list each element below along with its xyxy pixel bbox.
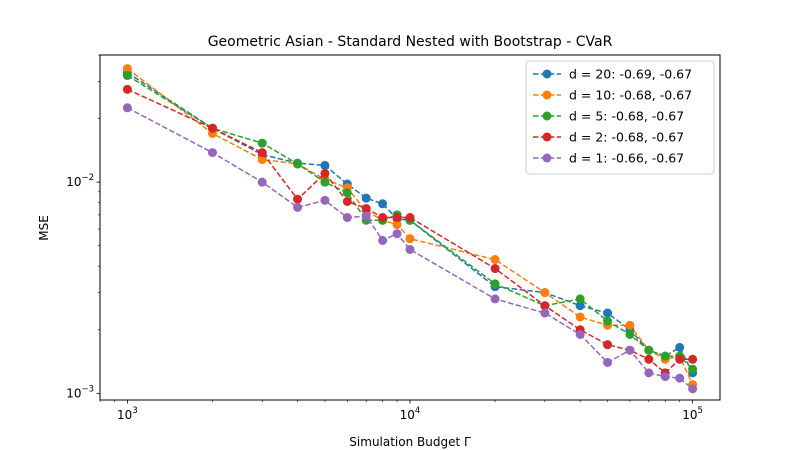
data-point <box>342 196 352 206</box>
legend-marker <box>542 69 552 79</box>
data-point <box>293 194 303 204</box>
data-point <box>207 123 217 133</box>
data-point <box>625 320 635 330</box>
y-tick-label: 10−3 <box>66 384 94 400</box>
legend-label: d = 10: -0.68, -0.67 <box>569 88 692 103</box>
data-point <box>688 364 698 374</box>
data-point <box>603 308 613 318</box>
data-point <box>392 229 402 239</box>
x-tick-label: 105 <box>682 406 703 422</box>
data-point <box>603 316 613 326</box>
data-point <box>293 159 303 169</box>
data-point <box>122 70 132 80</box>
data-point <box>675 342 685 352</box>
data-point <box>257 177 267 187</box>
data-point <box>625 345 635 355</box>
legend-item: d = 1: -0.66, -0.67 <box>533 151 684 166</box>
data-point <box>378 199 388 209</box>
data-point <box>361 204 371 214</box>
legend-marker <box>542 132 552 142</box>
x-axis-label: Simulation Budget Γ <box>349 435 471 449</box>
data-point <box>257 138 267 148</box>
data-point <box>122 103 132 113</box>
legend: d = 20: -0.69, -0.67 d = 10: -0.68, -0.67… <box>525 60 715 175</box>
legend-label: d = 1: -0.66, -0.67 <box>569 151 684 166</box>
data-point <box>320 177 330 187</box>
legend-item: d = 2: -0.68, -0.67 <box>533 130 684 145</box>
x-tick-label: 104 <box>400 406 421 422</box>
plot-area <box>122 64 698 394</box>
data-point <box>490 264 500 274</box>
data-point <box>405 244 415 254</box>
data-point <box>644 345 654 355</box>
data-point <box>675 354 685 364</box>
chart-title: Geometric Asian - Standard Nested with B… <box>208 34 613 50</box>
data-point <box>320 168 330 178</box>
legend-item: d = 10: -0.68, -0.67 <box>533 88 692 103</box>
data-point <box>575 294 585 304</box>
data-point <box>575 329 585 339</box>
data-point <box>207 148 217 158</box>
data-point <box>405 213 415 223</box>
data-point <box>405 234 415 244</box>
data-point <box>257 148 267 158</box>
data-point <box>293 202 303 212</box>
legend-box <box>525 60 715 175</box>
data-point <box>660 351 670 361</box>
legend-label: d = 2: -0.68, -0.67 <box>569 130 684 145</box>
data-point <box>392 213 402 223</box>
series-5 <box>122 103 698 394</box>
data-point <box>603 357 613 367</box>
data-point <box>688 354 698 364</box>
legend-label: d = 20: -0.69, -0.67 <box>569 67 692 82</box>
legend-marker <box>542 90 552 100</box>
data-point <box>575 312 585 322</box>
data-point <box>257 155 267 165</box>
data-point <box>320 195 330 205</box>
data-point <box>540 301 550 311</box>
data-point <box>540 288 550 298</box>
legend-label: d = 5: -0.68, -0.67 <box>569 109 684 124</box>
data-point <box>688 384 698 394</box>
legend-item: d = 20: -0.69, -0.67 <box>533 67 692 82</box>
legend-marker <box>542 111 552 121</box>
legend-marker <box>542 153 552 163</box>
data-point <box>603 340 613 350</box>
x-axis: 103 104 105 <box>99 400 703 422</box>
data-point <box>575 301 585 311</box>
data-point <box>625 329 635 339</box>
x-tick-label: 103 <box>117 406 138 422</box>
y-axis-label: MSE <box>37 215 51 241</box>
data-point <box>392 220 402 230</box>
data-point <box>361 193 371 203</box>
legend-item: d = 5: -0.68, -0.67 <box>533 109 684 124</box>
data-point <box>644 354 654 364</box>
data-point <box>122 64 132 74</box>
y-axis: 10−3 10−2 <box>66 54 100 400</box>
data-point <box>675 373 685 383</box>
data-point <box>122 84 132 94</box>
data-point <box>342 188 352 198</box>
data-point <box>660 372 670 382</box>
data-point <box>540 308 550 318</box>
y-tick-label: 10−2 <box>66 173 94 189</box>
data-point <box>361 211 371 221</box>
data-point <box>490 255 500 265</box>
data-point <box>342 213 352 223</box>
data-point <box>320 160 330 170</box>
data-point <box>378 235 388 245</box>
data-point <box>490 294 500 304</box>
data-point <box>644 368 654 378</box>
data-point <box>490 279 500 289</box>
data-point <box>378 213 388 223</box>
